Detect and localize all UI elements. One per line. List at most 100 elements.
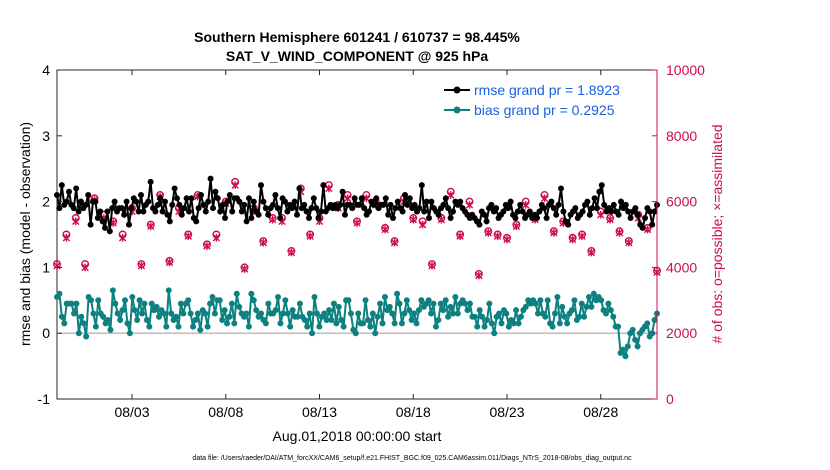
- rmse-point: [440, 201, 447, 208]
- rmse-point: [591, 195, 598, 202]
- bias-point: [180, 310, 187, 317]
- rmse-point: [318, 208, 324, 215]
- bias-point: [129, 294, 136, 301]
- rmse-point: [382, 195, 389, 202]
- rmse-point: [217, 208, 224, 215]
- rmse-point: [313, 205, 320, 212]
- bias-point: [615, 323, 622, 330]
- rmse-point: [646, 208, 653, 215]
- y-tick-label: 0: [42, 325, 50, 341]
- bias-point: [228, 300, 235, 307]
- rmse-point: [238, 208, 245, 215]
- rmse-point: [457, 198, 464, 205]
- bias-point: [80, 320, 87, 327]
- bias-point: [143, 317, 150, 324]
- rmse-point: [135, 208, 142, 215]
- bias-point: [209, 294, 216, 301]
- bias-point: [114, 310, 121, 317]
- bias-point: [202, 310, 209, 317]
- rmse-point: [210, 205, 216, 212]
- rmse-point: [553, 211, 560, 218]
- bias-point: [610, 313, 617, 320]
- bias-point: [588, 303, 595, 310]
- rmse-point: [291, 198, 298, 205]
- x-tick-label: 08/18: [396, 404, 431, 420]
- bias-point: [304, 323, 311, 330]
- obs-assimilated-point: [287, 248, 296, 257]
- bias-point: [513, 307, 520, 314]
- bias-point: [105, 317, 112, 324]
- bias-point: [629, 326, 636, 333]
- rmse-point: [294, 211, 300, 218]
- x-axis-label: Aug.01,2018 00:00:00 start: [273, 428, 442, 444]
- rmse-point: [536, 208, 543, 215]
- x-tick-label: 08/13: [302, 404, 337, 420]
- rmse-point: [133, 198, 140, 205]
- rmse-point: [483, 218, 490, 225]
- rmse-point: [274, 205, 281, 212]
- bias-point: [651, 317, 658, 324]
- bias-point: [173, 313, 180, 320]
- bias-point: [83, 333, 90, 340]
- rmse-point: [610, 201, 617, 208]
- bias-point: [340, 323, 347, 330]
- y2-axis-label: # of obs: o=possible; ×=assimilated: [709, 124, 725, 343]
- bias-point: [192, 317, 199, 324]
- rmse-point: [162, 198, 168, 205]
- obs-assimilated-point: [484, 229, 492, 237]
- bias-point: [411, 310, 418, 317]
- y-tick-label: 1: [42, 259, 50, 275]
- bias-point: [321, 310, 328, 317]
- legend-bias-label: bias grand pr = 0.2925: [474, 102, 615, 118]
- rmse-point: [514, 208, 521, 215]
- bias-point: [369, 310, 376, 317]
- rmse-point: [421, 208, 428, 215]
- rmse-point: [289, 205, 296, 212]
- rmse-point: [128, 205, 135, 212]
- bias-point: [447, 303, 454, 310]
- rmse-point: [109, 205, 116, 212]
- y2-tick-label: 0: [666, 391, 674, 407]
- rmse-point: [56, 205, 63, 212]
- y2-tick-label: 10000: [666, 62, 705, 78]
- rmse-point: [222, 215, 228, 222]
- bias-point: [505, 323, 512, 330]
- y-tick-label: 3: [42, 128, 50, 144]
- rmse-point: [565, 221, 572, 228]
- bias-point: [398, 320, 405, 327]
- rmse-point: [442, 195, 449, 202]
- rmse-point: [104, 208, 111, 215]
- rmse-point: [92, 198, 99, 205]
- rmse-point: [171, 185, 178, 192]
- rmse-point: [481, 211, 488, 218]
- legend-box: [439, 75, 653, 123]
- bias-point: [466, 300, 473, 307]
- rmse-point: [159, 208, 166, 215]
- rmse-point: [651, 208, 658, 215]
- bias-point: [146, 323, 153, 330]
- bias-point: [585, 294, 592, 301]
- bias-point: [488, 320, 495, 327]
- rmse-point: [118, 205, 125, 212]
- bias-point: [435, 317, 442, 324]
- rmse-point: [598, 182, 605, 189]
- rmse-point: [435, 211, 442, 218]
- rmse-point: [548, 198, 555, 205]
- bias-point: [289, 307, 296, 314]
- rmse-point: [301, 201, 308, 208]
- bias-point: [282, 297, 289, 304]
- rmse-point: [308, 205, 315, 212]
- obs-assimilated-point: [428, 261, 436, 270]
- rmse-point: [558, 185, 564, 192]
- bias-point: [75, 330, 82, 337]
- bias-point: [219, 317, 226, 324]
- rmse-point: [555, 201, 562, 208]
- rmse-point: [517, 201, 524, 208]
- obs-assimilated-point: [625, 238, 633, 247]
- bias-point: [258, 310, 265, 317]
- rmse-point: [54, 192, 60, 199]
- rmse-point: [169, 201, 176, 208]
- rmse-point: [138, 192, 144, 199]
- obs-assimilated-point: [493, 232, 502, 240]
- bias-point: [122, 297, 129, 304]
